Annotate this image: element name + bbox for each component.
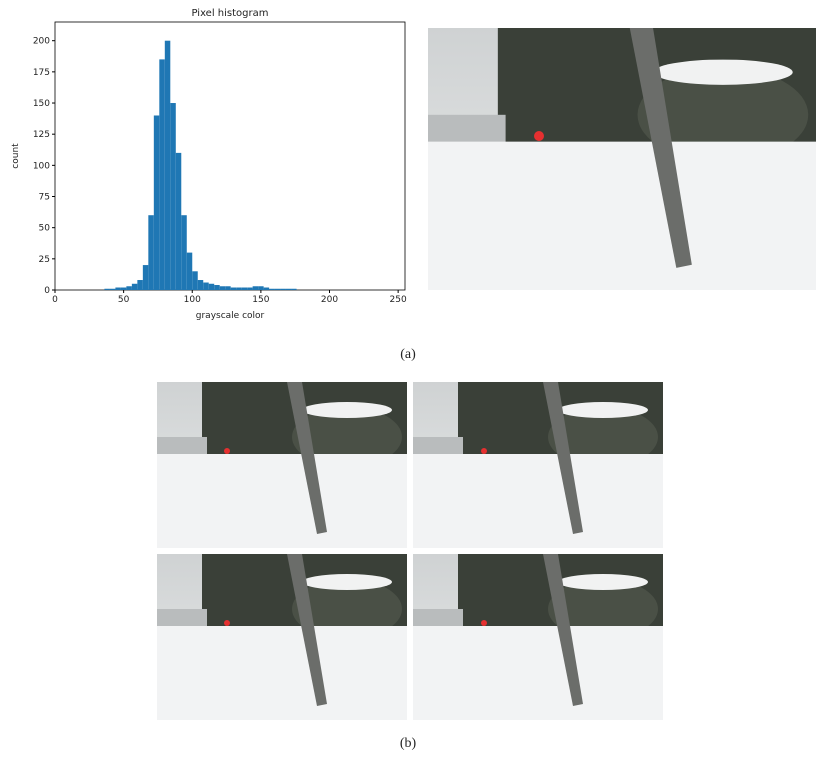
bar — [230, 287, 237, 290]
photo — [413, 382, 663, 548]
caption: (a) — [400, 347, 416, 362]
y-tick-label: 100 — [33, 161, 50, 171]
y-tick-label: 125 — [33, 130, 50, 140]
bar — [120, 287, 127, 290]
bar — [126, 286, 132, 290]
bar — [280, 288, 286, 290]
bar — [197, 280, 204, 290]
x-tick-label: 50 — [118, 295, 130, 305]
bar — [186, 252, 193, 290]
bar — [164, 40, 171, 290]
bar — [153, 115, 160, 290]
bar — [181, 215, 187, 290]
bar — [131, 283, 138, 290]
y-tick-label: 50 — [39, 224, 51, 234]
bar — [263, 287, 270, 290]
marker — [534, 131, 544, 141]
bar — [104, 288, 110, 290]
bar — [159, 59, 165, 290]
y-tick-label: 0 — [44, 286, 50, 296]
bar — [247, 287, 253, 290]
x-tick-label: 100 — [184, 295, 201, 305]
marker — [481, 448, 487, 454]
chart-title: Pixel histogram — [191, 8, 268, 19]
bar — [269, 288, 275, 290]
bar — [241, 287, 248, 290]
bar — [148, 215, 154, 290]
y-tick-label: 75 — [39, 193, 50, 203]
bar — [214, 285, 220, 290]
bar — [219, 286, 226, 290]
caption: (b) — [400, 736, 417, 751]
y-tick-label: 25 — [39, 255, 50, 265]
x-tick-label: 0 — [52, 295, 58, 305]
marker — [224, 448, 230, 454]
photo — [428, 28, 816, 290]
x-tick-label: 200 — [321, 295, 338, 305]
y-tick-label: 175 — [33, 68, 50, 78]
bar — [109, 288, 116, 290]
bar — [291, 288, 297, 290]
photo — [157, 554, 407, 720]
bar — [225, 286, 231, 290]
bar — [115, 287, 121, 290]
marker — [481, 620, 487, 626]
y-tick-label: 200 — [33, 37, 50, 47]
x-tick-label: 250 — [390, 295, 407, 305]
bar — [274, 288, 281, 290]
marker — [224, 620, 230, 626]
y-axis-label: count — [11, 143, 21, 169]
bar — [142, 265, 149, 290]
bar — [208, 283, 215, 290]
bar — [170, 103, 176, 290]
bar — [192, 271, 198, 290]
plot-frame — [54, 21, 406, 291]
bar — [285, 288, 292, 290]
bar — [252, 286, 259, 290]
bar — [137, 280, 143, 290]
photo — [157, 382, 407, 548]
photo — [413, 554, 663, 720]
x-axis-label: grayscale color — [196, 311, 265, 321]
bar — [203, 282, 209, 290]
bar — [258, 286, 264, 290]
bar — [236, 287, 242, 290]
bar — [175, 152, 182, 290]
y-tick-label: 150 — [33, 99, 50, 109]
x-tick-label: 150 — [252, 295, 269, 305]
